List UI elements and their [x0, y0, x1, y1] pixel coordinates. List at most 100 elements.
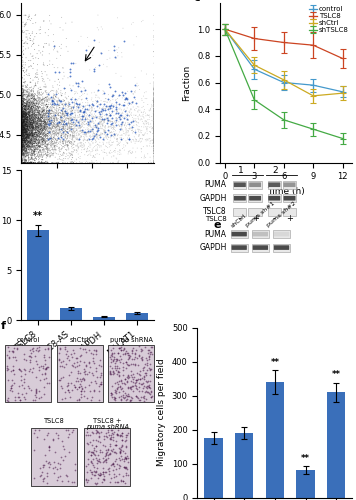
- Point: [20, 112, 26, 120]
- Point: [25, 150, 31, 158]
- Point: [28, 107, 34, 115]
- Point: [106, 112, 112, 120]
- Point: [20, 132, 25, 140]
- Point: [25, 134, 31, 141]
- Point: [38, 114, 44, 122]
- Point: [54, 98, 59, 106]
- Point: [23, 130, 29, 138]
- Point: [122, 107, 128, 115]
- Point: [127, 384, 132, 392]
- Point: [26, 105, 31, 113]
- Point: [131, 93, 137, 101]
- Point: [19, 91, 25, 99]
- Point: [115, 115, 121, 123]
- Point: [27, 112, 33, 120]
- Point: [117, 382, 123, 390]
- Point: [23, 94, 29, 102]
- Point: [151, 134, 157, 142]
- Point: [34, 108, 40, 116]
- Point: [58, 131, 64, 139]
- Point: [27, 115, 32, 123]
- Point: [50, 120, 56, 128]
- Point: [148, 128, 153, 136]
- Point: [81, 107, 87, 115]
- Point: [62, 112, 67, 120]
- Point: [33, 112, 38, 120]
- Point: [61, 123, 66, 131]
- Point: [26, 103, 32, 111]
- Point: [23, 121, 29, 129]
- Point: [26, 367, 32, 375]
- Point: [94, 428, 99, 436]
- Point: [66, 114, 72, 122]
- Point: [37, 114, 43, 122]
- Point: [33, 106, 38, 114]
- Point: [151, 126, 157, 134]
- Point: [26, 121, 31, 129]
- Point: [98, 130, 104, 138]
- Point: [26, 121, 32, 129]
- Point: [20, 100, 25, 108]
- Point: [61, 130, 67, 138]
- Point: [31, 148, 37, 156]
- Point: [142, 129, 148, 137]
- Point: [25, 100, 30, 108]
- Text: shCtrl: shCtrl: [70, 337, 90, 343]
- Point: [109, 148, 115, 156]
- Point: [83, 128, 89, 136]
- Point: [48, 114, 54, 122]
- Point: [79, 127, 85, 135]
- Point: [51, 38, 56, 46]
- Point: [47, 119, 53, 127]
- Point: [64, 141, 70, 149]
- Point: [20, 128, 26, 136]
- Point: [45, 132, 51, 140]
- Point: [84, 120, 89, 128]
- Point: [38, 132, 43, 140]
- Point: [22, 128, 27, 136]
- Point: [34, 124, 40, 132]
- Point: [32, 124, 38, 132]
- Point: [151, 106, 157, 114]
- Point: [25, 150, 31, 158]
- Point: [24, 97, 30, 105]
- Point: [52, 110, 58, 118]
- Point: [20, 141, 26, 149]
- Point: [37, 128, 42, 136]
- Point: [34, 144, 40, 152]
- Point: [33, 100, 39, 108]
- Point: [114, 102, 119, 110]
- Point: [102, 112, 108, 120]
- Point: [21, 138, 27, 146]
- Point: [21, 114, 27, 122]
- Point: [20, 147, 26, 155]
- Point: [20, 118, 26, 126]
- Point: [93, 130, 99, 138]
- Point: [97, 120, 103, 128]
- Point: [147, 128, 152, 136]
- Point: [19, 147, 25, 155]
- Point: [99, 124, 105, 132]
- Point: [105, 116, 111, 124]
- Point: [21, 110, 27, 118]
- Point: [23, 128, 29, 136]
- Point: [26, 114, 32, 122]
- Point: [25, 126, 30, 134]
- Point: [22, 158, 28, 166]
- Point: [21, 116, 26, 124]
- Point: [64, 150, 69, 158]
- Point: [23, 112, 28, 120]
- Point: [147, 139, 153, 147]
- Bar: [273, 230, 290, 238]
- Point: [23, 126, 29, 134]
- Point: [144, 123, 150, 131]
- Point: [46, 116, 51, 124]
- Point: [19, 151, 25, 159]
- Point: [24, 110, 30, 118]
- Point: [24, 134, 30, 141]
- Point: [23, 144, 29, 152]
- Point: [59, 116, 65, 124]
- Point: [31, 102, 37, 110]
- Point: [151, 127, 157, 135]
- Point: [98, 114, 104, 122]
